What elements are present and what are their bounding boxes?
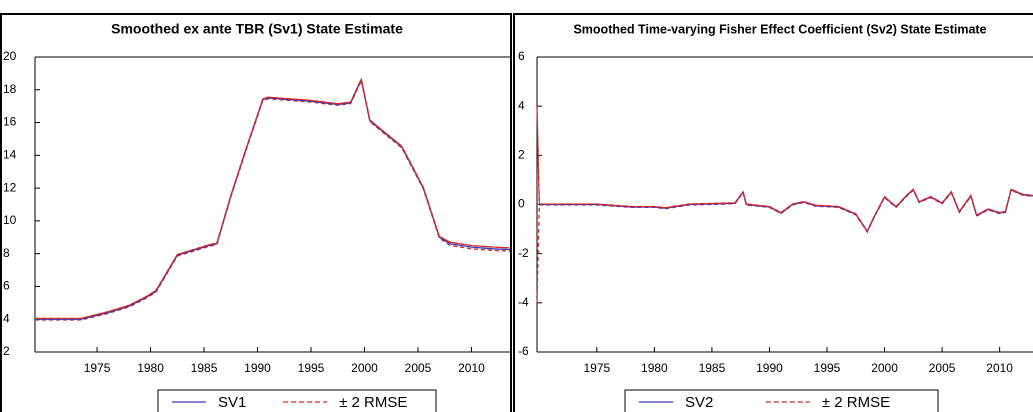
y-tick-label: 10 (3, 213, 17, 227)
panel-frame (0, 13, 512, 412)
y-tick-label: 6 (3, 279, 10, 293)
series-line (35, 77, 511, 320)
y-tick-label: 12 (3, 180, 17, 194)
x-tick-label: 1975 (583, 361, 610, 375)
x-tick-label: 1990 (244, 361, 271, 375)
x-tick-label: 1990 (756, 361, 783, 375)
y-tick-label: 18 (3, 82, 17, 96)
y-tick-label: 20 (3, 49, 17, 63)
x-tick-label: 1995 (814, 361, 841, 375)
y-tick-label: -4 (518, 295, 529, 309)
x-tick-label: 1985 (699, 361, 726, 375)
y-tick-label: 16 (3, 115, 17, 129)
x-tick-label: 1995 (298, 361, 325, 375)
y-tick-label: 14 (3, 148, 17, 162)
y-tick-label: 2 (518, 148, 525, 162)
x-tick-label: 2000 (871, 361, 898, 375)
x-tick-label: 2000 (351, 361, 378, 375)
x-tick-label: 2010 (986, 361, 1013, 375)
legend-label: SV1 (218, 394, 246, 411)
y-tick-label: -6 (518, 344, 529, 358)
band-lower (536, 189, 1033, 303)
x-tick-label: 1980 (137, 361, 164, 375)
chart-title: Smoothed ex ante TBR (Sv1) State Estimat… (111, 21, 403, 37)
x-tick-label: 2010 (458, 361, 485, 375)
y-tick-label: 4 (518, 98, 525, 112)
band-upper (35, 77, 511, 320)
legend-label: ± 2 RMSE (339, 394, 407, 411)
chart-title: Smoothed Time-varying Fisher Effect Coef… (573, 22, 986, 36)
x-tick-label: 2005 (929, 361, 956, 375)
legend-label: SV2 (685, 394, 713, 411)
y-tick-label: 4 (3, 311, 10, 325)
panel-frame (513, 13, 1033, 412)
y-tick-label: 2 (3, 344, 10, 358)
series-line-overlay (536, 106, 1033, 233)
y-tick-label: -2 (518, 246, 529, 260)
legend-box (157, 389, 437, 412)
x-tick-label: 1975 (84, 361, 111, 375)
legend-label: ± 2 RMSE (822, 394, 890, 411)
x-tick-label: 2005 (405, 361, 432, 375)
legend-box (624, 389, 939, 412)
y-tick-label: 0 (518, 197, 525, 211)
x-tick-label: 1980 (641, 361, 668, 375)
y-tick-label: 6 (518, 49, 525, 63)
x-tick-label: 1985 (191, 361, 218, 375)
series-line-overlay (35, 77, 511, 319)
y-tick-label: 8 (3, 246, 10, 260)
band-lower (35, 78, 511, 321)
